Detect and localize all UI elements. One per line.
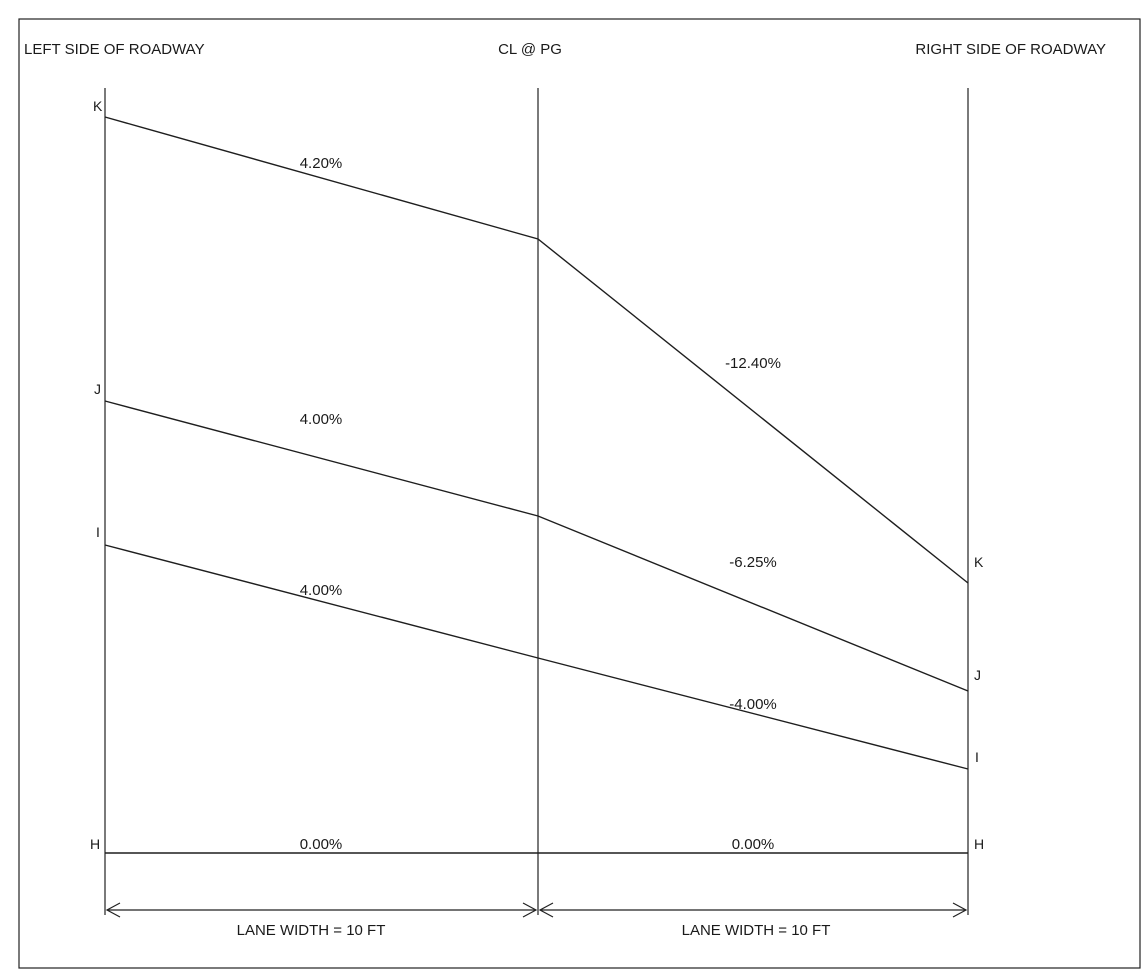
point-i-right: I bbox=[975, 749, 979, 765]
left-dim-arrow-start-icon bbox=[105, 902, 121, 918]
slope-j-right: -6.25% bbox=[729, 554, 777, 571]
left-dim-arrow-end-icon bbox=[522, 902, 538, 918]
right-dim-arrow-start-icon bbox=[538, 902, 554, 918]
header-centerline: CL @ PG bbox=[498, 41, 562, 58]
slope-j-left: 4.00% bbox=[300, 411, 343, 428]
right-lane-width-label: LANE WIDTH = 10 FT bbox=[682, 922, 831, 939]
profile-j-line bbox=[104, 400, 969, 692]
header-left-side: LEFT SIDE OF ROADWAY bbox=[24, 41, 205, 58]
header-right-side: RIGHT SIDE OF ROADWAY bbox=[915, 41, 1106, 58]
point-j-left: J bbox=[94, 381, 101, 397]
slope-k-right: -12.40% bbox=[725, 355, 781, 372]
slope-h-right: 0.00% bbox=[732, 836, 775, 853]
point-i-left: I bbox=[96, 524, 100, 540]
left-lane-width-label: LANE WIDTH = 10 FT bbox=[237, 922, 386, 939]
slope-i-left: 4.00% bbox=[300, 582, 343, 599]
slope-h-left: 0.00% bbox=[300, 836, 343, 853]
point-k-left: K bbox=[93, 98, 103, 114]
profile-i-line bbox=[104, 544, 969, 770]
right-dim-arrow-end-icon bbox=[952, 902, 968, 918]
point-j-right: J bbox=[974, 667, 981, 683]
point-h-left: H bbox=[90, 836, 100, 852]
diagram-border bbox=[18, 18, 1141, 969]
profile-k-line bbox=[104, 116, 969, 584]
slope-i-right: -4.00% bbox=[729, 696, 777, 713]
slope-k-left: 4.20% bbox=[300, 155, 343, 172]
point-h-right: H bbox=[974, 836, 984, 852]
point-k-right: K bbox=[974, 554, 984, 570]
